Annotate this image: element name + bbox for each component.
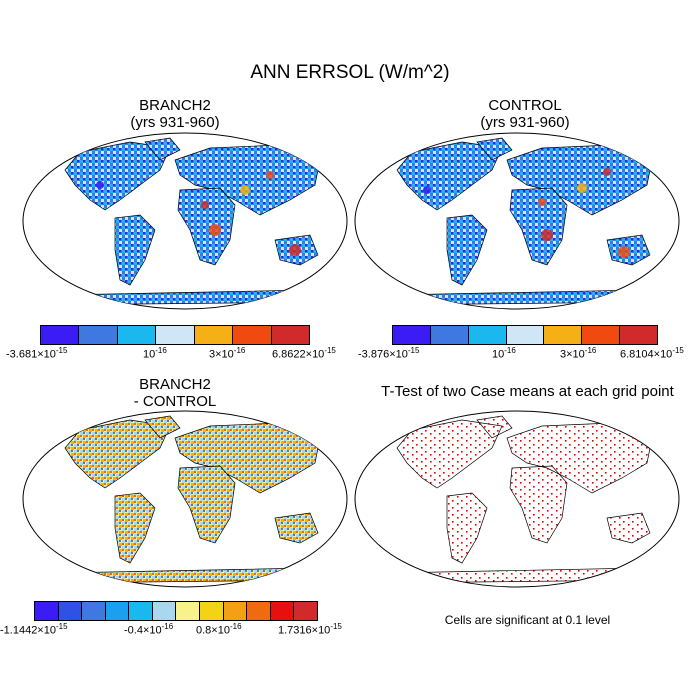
colorbar-diff — [34, 601, 318, 621]
colorbar-swatch — [271, 326, 309, 344]
colorbar-swatch — [582, 326, 621, 344]
colorbar-swatch — [200, 602, 224, 620]
colorbar-label-tick: 10-16 — [143, 346, 167, 361]
map-control — [354, 132, 680, 310]
colorbar-swatch — [233, 326, 272, 344]
colorbar-swatch — [58, 602, 83, 620]
label-exp: -15 — [55, 346, 68, 355]
label-base: 6.8104×10 — [620, 348, 673, 361]
map-ttest — [354, 410, 680, 588]
figure-title: ANN ERRSOL (W/m^2) — [250, 62, 450, 83]
colorbar-swatch — [41, 326, 80, 344]
label-base: -0.4×10 — [124, 624, 162, 637]
label-exp: -16 — [233, 346, 246, 355]
colorbar-swatch — [152, 602, 177, 620]
label-base: 10 — [492, 348, 505, 361]
colorbar-label-tick: 3×10-16 — [209, 346, 245, 361]
colorbar-swatch — [247, 602, 271, 620]
colorbar-label-max: 6.8622×10-15 — [272, 346, 336, 361]
colorbar-label-min: -1.1442×10-15 — [0, 622, 68, 637]
label-exp: -16 — [155, 346, 167, 355]
label-exp: -15 — [407, 346, 420, 355]
panel-title-diff: BRANCH2 - CONTROL — [55, 376, 295, 410]
colorbar-label-max: 1.7316×10-15 — [278, 622, 342, 637]
colorbar-swatch — [82, 602, 106, 620]
colorbar-branch2 — [40, 325, 310, 345]
colorbar-swatch — [468, 326, 507, 344]
label-base: 3×10 — [560, 348, 585, 361]
label-exp: -16 — [229, 622, 242, 631]
colorbar-swatch — [223, 602, 248, 620]
panel-title-line2: (yrs 931-960) — [130, 114, 220, 131]
panel-title-line1: BRANCH2 — [139, 97, 211, 114]
label-exp: -16 — [504, 346, 516, 355]
colorbar-swatch — [79, 326, 118, 344]
panel-title-control: CONTROL (yrs 931-960) — [405, 97, 645, 131]
colorbar-swatch — [156, 326, 195, 344]
panel-title-ttest: T-Test of two Case means at each grid po… — [381, 383, 674, 400]
map-diff — [22, 410, 348, 588]
label-base: 3×10 — [209, 348, 234, 361]
colorbar-swatch — [194, 326, 234, 344]
colorbar-swatch — [117, 326, 157, 344]
colorbar-swatch — [544, 326, 583, 344]
colorbar-swatch — [294, 602, 317, 620]
panel-title-line1: CONTROL — [488, 97, 562, 114]
colorbar-label-tick: 10-16 — [492, 346, 516, 361]
label-base: 10 — [143, 348, 156, 361]
colorbar-label-min: -3.876×10-15 — [358, 346, 419, 361]
panel-title-line2: - CONTROL — [133, 393, 217, 410]
colorbar-swatch — [105, 602, 130, 620]
colorbar-swatch — [506, 326, 545, 344]
colorbar-control — [392, 325, 658, 345]
colorbar-label-tick: -0.4×10-16 — [124, 622, 173, 637]
panel-title-branch2: BRANCH2 (yrs 931-960) — [55, 97, 295, 131]
colorbar-swatch — [430, 326, 469, 344]
label-exp: -15 — [672, 346, 684, 355]
label-base: 0.8×10 — [196, 624, 230, 637]
label-base: -3.876×10 — [358, 348, 408, 361]
colorbar-label-tick: 3×10-16 — [560, 346, 596, 361]
label-base: -1.1442×10 — [0, 624, 56, 637]
map-branch2 — [22, 132, 348, 310]
label-exp: -16 — [161, 622, 174, 631]
colorbar-swatch — [129, 602, 153, 620]
colorbar-swatch — [393, 326, 431, 344]
panel-title-line1: BRANCH2 — [139, 376, 211, 393]
colorbar-label-max: 6.8104×10-15 — [620, 346, 684, 361]
panel-title-line2: (yrs 931-960) — [480, 114, 570, 131]
label-exp: -15 — [55, 622, 68, 631]
colorbar-swatch — [620, 326, 658, 344]
label-base: 6.8622×10 — [272, 348, 325, 361]
colorbar-label-min: -3.681×10-15 — [6, 346, 67, 361]
colorbar-label-tick: 0.8×10-16 — [196, 622, 242, 637]
significance-note: Cells are significant at 0.1 level — [444, 613, 611, 627]
label-base: 1.7316×10 — [278, 624, 331, 637]
label-exp: -15 — [324, 346, 336, 355]
label-base: -3.681×10 — [6, 348, 56, 361]
label-exp: -16 — [584, 346, 597, 355]
label-exp: -15 — [330, 622, 342, 631]
colorbar-swatch — [35, 602, 59, 620]
colorbar-swatch — [270, 602, 295, 620]
colorbar-swatch — [176, 602, 201, 620]
